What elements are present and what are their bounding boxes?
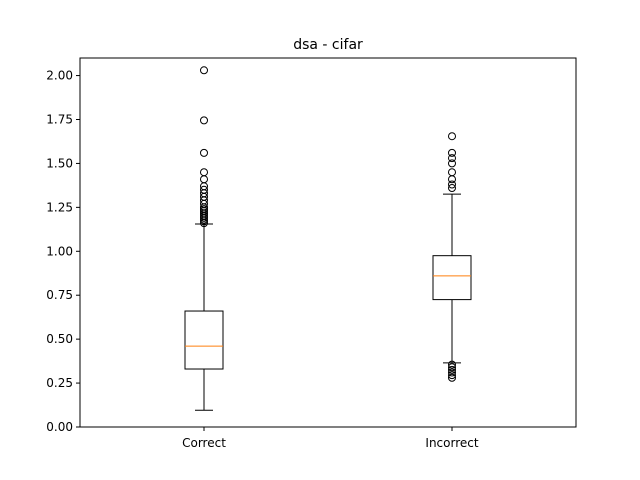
outlier-point bbox=[200, 168, 208, 177]
outlier-point bbox=[448, 371, 456, 380]
y-tick-label: 1.50 bbox=[46, 156, 73, 170]
outlier-point bbox=[448, 175, 456, 184]
outlier-point bbox=[448, 159, 456, 168]
y-tick-label: 0.00 bbox=[46, 420, 73, 434]
outlier-point bbox=[200, 116, 208, 125]
y-tick-label: 0.25 bbox=[46, 376, 73, 390]
outlier-point bbox=[200, 185, 208, 194]
x-axis: Correct Incorrect bbox=[182, 427, 479, 450]
x-tick-label: Correct bbox=[182, 436, 226, 450]
y-tick-label: 0.75 bbox=[46, 288, 73, 302]
outlier-point bbox=[200, 148, 208, 157]
y-tick-label: 0.50 bbox=[46, 332, 73, 346]
outlier-point bbox=[448, 184, 456, 193]
outlier-point bbox=[448, 132, 456, 141]
outlier-point bbox=[448, 368, 456, 377]
outlier-point bbox=[448, 148, 456, 157]
outlier-point bbox=[448, 360, 456, 369]
y-tick-label: 2.00 bbox=[46, 69, 73, 83]
y-axis: 0.00 0.25 0.50 0.75 1.00 1.25 1.50 1.75 2.00 bbox=[46, 69, 80, 434]
outlier-point bbox=[200, 66, 208, 75]
iqr-box bbox=[184, 310, 224, 370]
chart-title: dsa - cifar bbox=[293, 37, 363, 53]
y-tick-label: 1.00 bbox=[46, 244, 73, 258]
outlier-point bbox=[448, 180, 456, 189]
box-group-incorrect bbox=[432, 132, 472, 382]
outlier-point bbox=[448, 154, 456, 163]
y-tick-label: 1.25 bbox=[46, 200, 73, 214]
outlier-point bbox=[448, 365, 456, 374]
outlier-point bbox=[448, 168, 456, 177]
outlier-point bbox=[448, 373, 456, 382]
outlier-point bbox=[448, 363, 456, 372]
x-tick-label: Incorrect bbox=[425, 436, 478, 450]
iqr-box bbox=[432, 255, 472, 301]
y-tick-label: 1.75 bbox=[46, 113, 73, 127]
boxes bbox=[184, 66, 472, 411]
box-group-correct bbox=[184, 66, 224, 411]
plot-area-frame bbox=[79, 57, 577, 428]
outlier-point bbox=[200, 175, 208, 184]
